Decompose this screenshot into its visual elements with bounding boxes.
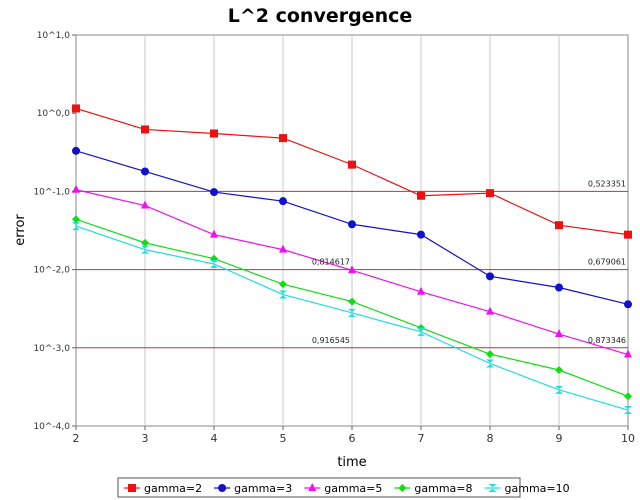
data-point — [348, 308, 356, 317]
data-point — [398, 484, 407, 492]
data-point — [348, 297, 356, 306]
y-tick-label: 10^0,0 — [37, 109, 71, 119]
data-point — [624, 230, 632, 239]
data-point — [555, 283, 563, 292]
data-point — [72, 222, 80, 231]
data-point — [141, 238, 149, 247]
data-point — [141, 245, 149, 254]
series-gamma-2 — [72, 104, 632, 239]
data-point — [488, 484, 497, 492]
legend: gamma=2 gamma=3 gamma=5 gamma=8 gamma=10 — [117, 477, 570, 498]
x-axis-label: time — [337, 455, 366, 470]
data-point — [555, 329, 563, 338]
data-point — [210, 188, 218, 197]
x-axis-ticks: 2 3 4 5 6 7 8 9 10 — [73, 426, 635, 445]
x-tick-label: 3 — [142, 432, 149, 445]
x-tick-label: 9 — [556, 432, 563, 445]
series-gamma-8 — [72, 215, 632, 401]
x-tick-label: 4 — [211, 432, 218, 445]
data-point — [417, 286, 425, 295]
data-point — [555, 385, 563, 394]
data-point — [417, 191, 425, 200]
x-tick-label: 6 — [349, 432, 356, 445]
data-point — [72, 146, 80, 155]
x-tick-label: 10 — [621, 432, 635, 445]
legend-item: gamma=5 — [304, 482, 382, 495]
y-tick-label: 10^-4,0 — [33, 422, 70, 432]
y-axis-label: error — [13, 214, 28, 246]
y-tick-label: 10^-1,0 — [33, 187, 70, 197]
series-gamma-5 — [72, 184, 632, 358]
data-point — [141, 125, 149, 134]
data-point — [624, 300, 632, 309]
data-point — [141, 200, 149, 209]
x-tick-label: 7 — [418, 432, 425, 445]
data-point — [218, 484, 227, 492]
data-point — [141, 167, 149, 176]
data-point — [210, 259, 218, 268]
data-point — [624, 406, 632, 415]
x-tick-label: 8 — [487, 432, 494, 445]
legend-label: gamma=2 — [144, 482, 202, 495]
legend-item: gamma=8 — [394, 482, 473, 495]
series-layer — [72, 104, 632, 415]
data-point — [486, 189, 494, 198]
legend-label: gamma=8 — [414, 482, 472, 495]
data-point — [72, 184, 80, 193]
data-point — [486, 359, 494, 368]
annotation-label: 0,873346 — [588, 336, 626, 345]
data-point — [279, 280, 287, 289]
data-point — [624, 392, 632, 401]
data-point — [417, 327, 425, 336]
data-point — [210, 129, 218, 138]
x-tick-label: 5 — [280, 432, 287, 445]
legend-item: gamma=2 — [124, 482, 202, 495]
annotation-label: 0,916545 — [312, 336, 350, 345]
legend-label: gamma=3 — [234, 482, 292, 495]
legend-label: gamma=10 — [505, 482, 570, 495]
data-point — [279, 134, 287, 143]
annotation-label: 0,523351 — [588, 179, 626, 188]
series-gamma-3 — [72, 146, 632, 309]
data-point — [417, 230, 425, 239]
y-axis-ticks: 10^1,0 10^0,0 10^-1,0 10^-2,0 10^-3,0 10^-4,0 — [33, 31, 76, 432]
chart-title: L^2 convergence — [228, 5, 413, 27]
data-point — [348, 160, 356, 169]
annotation-label: 0,814617 — [312, 258, 350, 267]
data-point — [279, 197, 287, 206]
legend-item: gamma=10 — [484, 482, 570, 495]
legend-item: gamma=3 — [214, 482, 292, 495]
data-point — [486, 272, 494, 281]
data-point — [555, 221, 563, 230]
data-point — [128, 484, 136, 492]
data-point — [72, 215, 80, 224]
x-tick-label: 2 — [73, 432, 80, 445]
data-point — [279, 244, 287, 253]
y-tick-label: 10^-2,0 — [33, 266, 70, 276]
data-point — [624, 349, 632, 358]
data-point — [348, 265, 356, 274]
data-point — [279, 290, 287, 299]
data-point — [308, 483, 317, 491]
y-tick-label: 10^1,0 — [37, 31, 71, 41]
data-point — [210, 229, 218, 238]
data-point — [348, 220, 356, 229]
data-point — [486, 350, 494, 359]
series-gamma-10 — [72, 222, 632, 415]
data-point — [486, 306, 494, 315]
annotation-label: 0,679061 — [588, 258, 626, 267]
data-point — [72, 104, 80, 113]
legend-label: gamma=5 — [324, 482, 382, 495]
annotation-layer: 0,523351 0,679061 0,814617 0,916545 0,873346 — [312, 179, 626, 344]
y-tick-label: 10^-3,0 — [33, 344, 70, 354]
data-point — [417, 323, 425, 332]
data-point — [555, 366, 563, 375]
